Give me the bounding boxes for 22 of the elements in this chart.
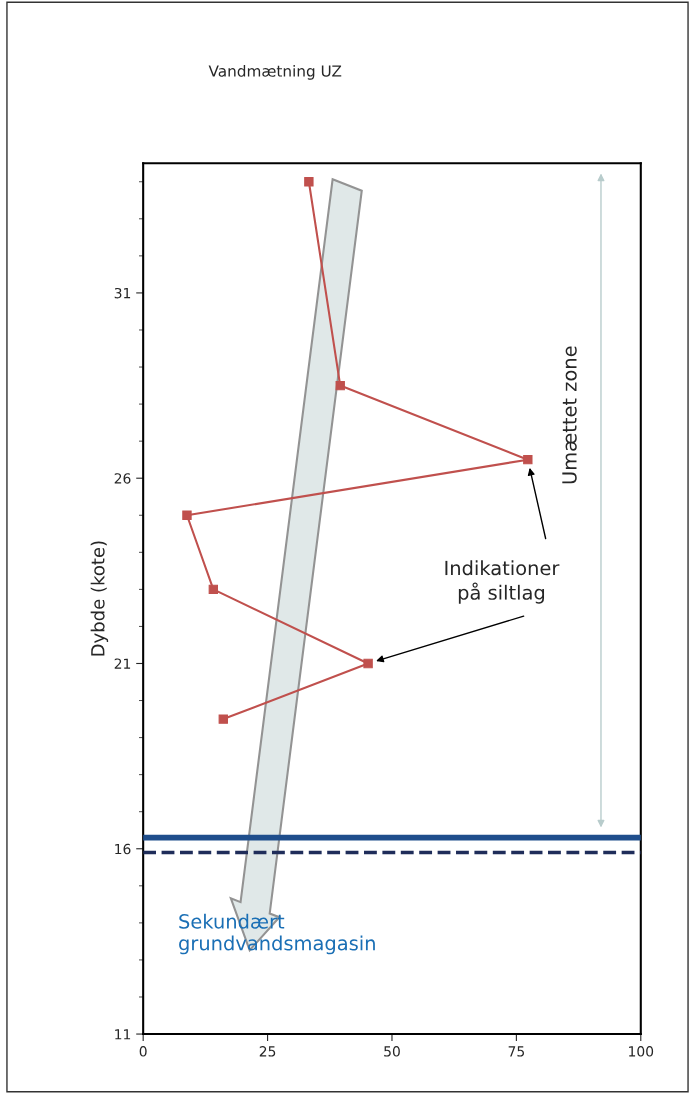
- x-tick-label: 25: [259, 1046, 276, 1057]
- chart-title: Vandmætning UZ: [208, 64, 342, 80]
- y-tick-label: 11: [115, 1029, 131, 1040]
- y-tick-label: 31: [114, 287, 131, 299]
- annotation: Umættet zone: [562, 346, 577, 484]
- point: [218, 714, 228, 724]
- point: [208, 584, 219, 595]
- y-tick-label: 21: [114, 658, 131, 669]
- y-tick-label: 26: [114, 473, 131, 484]
- point: [523, 454, 533, 465]
- point: [182, 510, 192, 520]
- point: [335, 380, 345, 391]
- annotation: Indikationer på siltlag: [445, 560, 560, 604]
- annotation: Sekundært grundvandsmagasin: [179, 913, 375, 955]
- point: [304, 177, 314, 187]
- y-tick-label: 16: [115, 843, 131, 855]
- x-tick-label: 100: [629, 1046, 654, 1057]
- x-tick-label: 75: [508, 1046, 525, 1057]
- x-tick-label: 0: [139, 1046, 147, 1057]
- point: [363, 658, 373, 669]
- x-tick-label: 50: [384, 1046, 400, 1057]
- y-axis-title: Dybde (kote): [90, 541, 109, 656]
